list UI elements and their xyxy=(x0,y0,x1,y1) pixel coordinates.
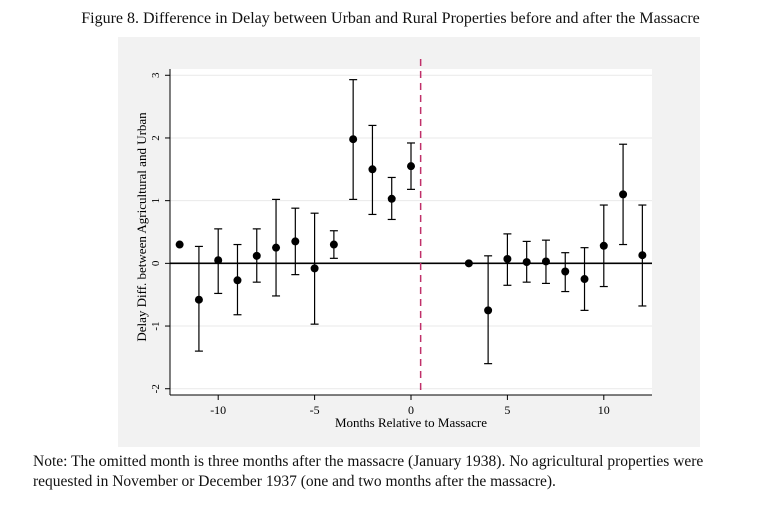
data-point xyxy=(310,264,319,273)
data-point xyxy=(619,190,628,199)
data-point xyxy=(194,295,203,304)
x-tick-label: 5 xyxy=(504,403,510,417)
data-points xyxy=(175,135,647,315)
x-tick-label: -10 xyxy=(210,403,226,417)
data-point xyxy=(291,237,300,246)
figure-note: Note: The omitted month is three months … xyxy=(33,453,704,490)
data-point xyxy=(580,275,589,284)
y-tick-label: 0 xyxy=(150,260,162,266)
data-point xyxy=(368,165,377,174)
data-point xyxy=(252,251,261,260)
y-tick-label: -1 xyxy=(150,321,162,330)
figure-title: Figure 8. Difference in Delay between Ur… xyxy=(81,10,700,27)
plot-area xyxy=(170,69,652,395)
data-point xyxy=(214,256,223,265)
x-tick-label: 10 xyxy=(598,403,610,417)
data-point xyxy=(407,162,415,171)
data-point xyxy=(522,258,531,267)
data-point xyxy=(175,240,184,249)
x-tick-label: 0 xyxy=(408,403,414,417)
data-point xyxy=(272,243,281,252)
y-tick-label: -2 xyxy=(150,384,162,393)
data-point xyxy=(503,254,512,263)
data-point xyxy=(484,306,493,315)
data-point xyxy=(233,276,242,285)
data-point xyxy=(599,241,608,250)
data-point xyxy=(541,257,550,266)
data-point xyxy=(387,194,396,203)
y-tick-label: 3 xyxy=(150,72,162,78)
data-point xyxy=(638,251,647,260)
y-tick-label: 2 xyxy=(150,135,162,141)
data-point xyxy=(561,267,570,276)
x-axis-label: Months Relative to Massacre xyxy=(335,415,487,430)
y-axis-label: Delay Diff. between Agricultural and Urb… xyxy=(134,112,149,342)
x-tick-label: -5 xyxy=(310,403,320,417)
y-tick-label: 1 xyxy=(150,198,162,204)
data-point xyxy=(464,259,473,268)
data-point xyxy=(329,240,338,249)
reference-lines xyxy=(170,59,652,395)
figure-panel: -2 -1 0 1 2 3 -10 -5 0 5 10 Months Relative to Mas… xyxy=(118,37,700,447)
data-point xyxy=(349,135,358,144)
